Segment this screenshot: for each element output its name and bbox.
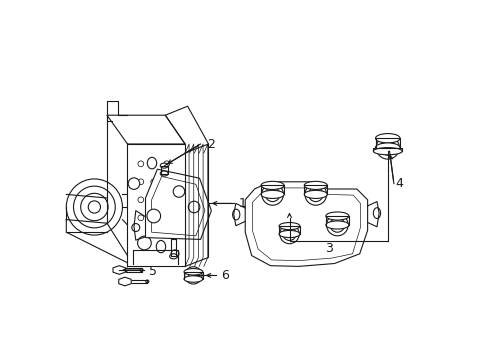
Ellipse shape (375, 143, 399, 152)
Text: 1: 1 (239, 197, 246, 210)
Circle shape (184, 267, 202, 284)
Ellipse shape (183, 276, 203, 282)
Circle shape (326, 214, 347, 236)
Circle shape (333, 222, 340, 228)
Circle shape (329, 218, 344, 232)
Ellipse shape (156, 240, 165, 253)
Circle shape (73, 186, 115, 228)
Text: 6: 6 (221, 269, 228, 282)
Circle shape (88, 201, 101, 213)
Circle shape (138, 197, 143, 203)
Circle shape (265, 187, 279, 202)
Circle shape (286, 231, 292, 237)
Circle shape (305, 184, 326, 205)
Polygon shape (119, 277, 131, 286)
Circle shape (163, 161, 169, 167)
Text: 4: 4 (395, 177, 403, 190)
Ellipse shape (304, 190, 326, 198)
Circle shape (375, 136, 399, 159)
Circle shape (138, 179, 143, 185)
Text: 2: 2 (206, 138, 214, 150)
Ellipse shape (160, 163, 168, 168)
Circle shape (380, 140, 394, 155)
Circle shape (269, 191, 275, 198)
Ellipse shape (261, 190, 284, 198)
Ellipse shape (373, 208, 380, 219)
Ellipse shape (325, 212, 348, 220)
Ellipse shape (279, 230, 299, 238)
Ellipse shape (169, 254, 177, 259)
Text: 5: 5 (149, 265, 157, 278)
Ellipse shape (147, 157, 156, 169)
Circle shape (163, 197, 169, 203)
Ellipse shape (279, 222, 299, 230)
Circle shape (171, 250, 179, 258)
Circle shape (279, 224, 299, 244)
Circle shape (283, 228, 295, 240)
Circle shape (312, 191, 318, 198)
Circle shape (188, 201, 200, 213)
Circle shape (138, 215, 143, 221)
Ellipse shape (140, 269, 143, 271)
Circle shape (66, 179, 122, 235)
Ellipse shape (183, 269, 203, 275)
Circle shape (137, 236, 151, 250)
Circle shape (163, 179, 169, 185)
Circle shape (308, 187, 322, 202)
Circle shape (146, 209, 160, 223)
Ellipse shape (160, 171, 168, 176)
Ellipse shape (373, 148, 401, 155)
Circle shape (138, 161, 143, 167)
Circle shape (151, 197, 156, 203)
Text: 3: 3 (325, 242, 332, 255)
Circle shape (384, 144, 390, 151)
Circle shape (128, 178, 140, 189)
Circle shape (188, 271, 198, 280)
Circle shape (81, 193, 108, 221)
Circle shape (151, 179, 156, 185)
Ellipse shape (232, 209, 239, 220)
Circle shape (261, 184, 283, 205)
Circle shape (163, 215, 169, 221)
Ellipse shape (325, 221, 348, 229)
Ellipse shape (145, 280, 148, 283)
Ellipse shape (261, 181, 284, 189)
Polygon shape (244, 182, 367, 266)
Ellipse shape (304, 181, 326, 189)
Circle shape (173, 186, 184, 197)
Circle shape (151, 161, 156, 167)
Ellipse shape (375, 134, 399, 143)
Polygon shape (145, 169, 211, 239)
Polygon shape (113, 266, 125, 274)
Circle shape (151, 215, 156, 221)
Circle shape (132, 224, 140, 231)
